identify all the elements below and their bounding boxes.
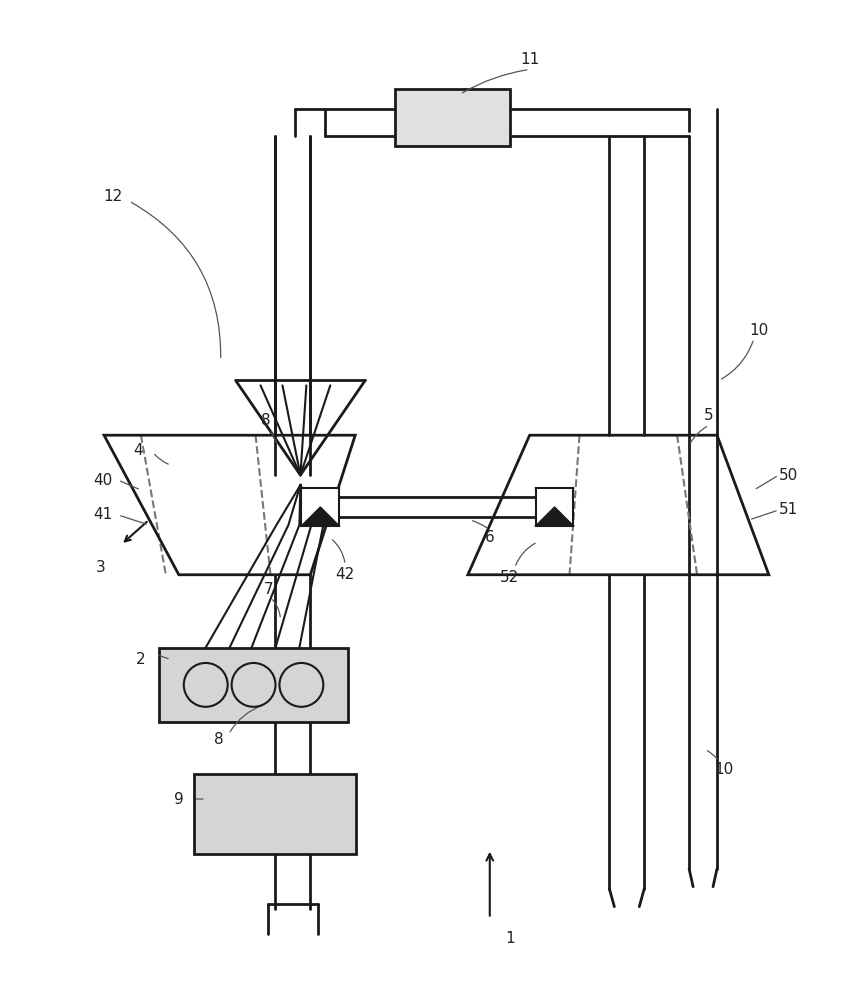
Bar	[395, 89, 510, 146]
Bar	[159, 648, 348, 722]
Text: 42: 42	[336, 567, 355, 582]
Text: 51: 51	[779, 502, 798, 517]
Text: 50: 50	[779, 468, 798, 483]
Text: 3: 3	[96, 560, 106, 575]
Text: 10: 10	[749, 323, 769, 338]
Text: 11: 11	[520, 52, 539, 67]
Bar	[193, 774, 357, 854]
Bar	[536, 488, 574, 526]
Text: 2: 2	[136, 652, 145, 667]
Polygon shape	[301, 507, 339, 526]
Text: 40: 40	[93, 473, 113, 488]
Text: 10: 10	[714, 762, 733, 777]
Text: 5: 5	[704, 408, 714, 423]
Text: 6: 6	[485, 530, 495, 545]
Text: 1: 1	[505, 931, 515, 946]
Text: 4: 4	[133, 443, 143, 458]
Text: 8: 8	[214, 732, 224, 747]
Text: 9: 9	[174, 792, 183, 807]
Bar	[301, 488, 339, 526]
Text: 41: 41	[93, 507, 113, 522]
Text: 7: 7	[264, 582, 273, 597]
Text: 8: 8	[261, 413, 270, 428]
Text: 52: 52	[500, 570, 520, 585]
Polygon shape	[536, 507, 574, 526]
Text: 12: 12	[103, 189, 123, 204]
